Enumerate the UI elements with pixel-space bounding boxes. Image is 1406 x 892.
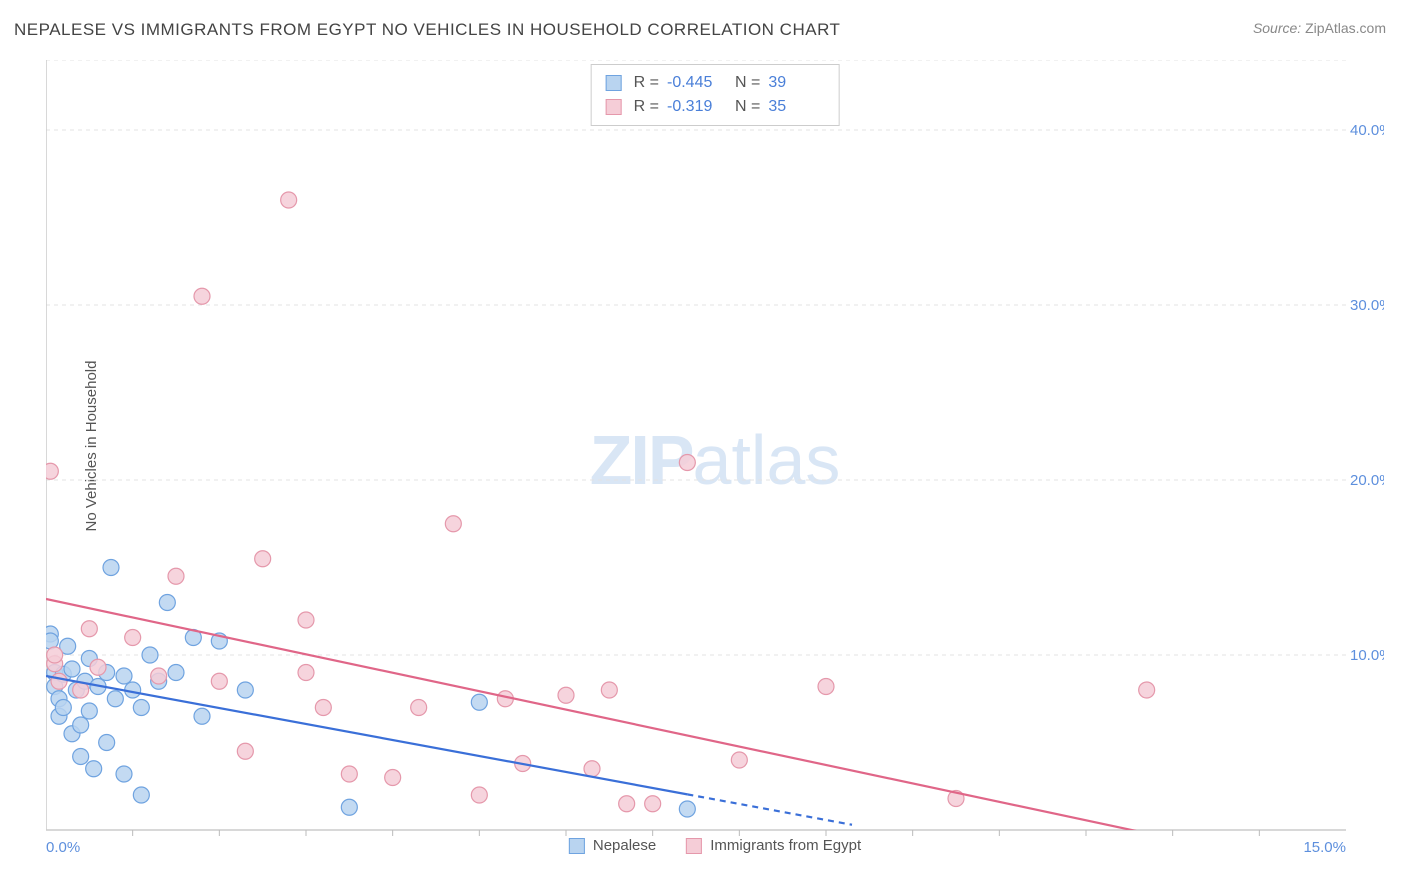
chart-area: ZIPatlas 10.0%20.0%30.0%40.0%0.0%15.0% R… — [46, 60, 1384, 860]
r-value-nepalese: -0.445 — [667, 71, 723, 95]
r-label: R = — [634, 95, 659, 119]
source-label: Source: — [1253, 20, 1301, 36]
r-value-egypt: -0.319 — [667, 95, 723, 119]
svg-text:10.0%: 10.0% — [1350, 647, 1384, 664]
svg-text:40.0%: 40.0% — [1350, 122, 1384, 139]
chart-title: NEPALESE VS IMMIGRANTS FROM EGYPT NO VEH… — [14, 20, 840, 40]
swatch-egypt — [686, 838, 702, 854]
legend-bottom: Nepalese Immigrants from Egypt — [569, 837, 861, 854]
legend-label-nepalese: Nepalese — [593, 837, 656, 854]
swatch-nepalese — [569, 838, 585, 854]
swatch-nepalese — [606, 75, 622, 91]
n-value-egypt: 35 — [768, 95, 824, 119]
source-value: ZipAtlas.com — [1305, 20, 1386, 36]
n-value-nepalese: 39 — [768, 71, 824, 95]
n-label: N = — [735, 71, 760, 95]
scatter-plot: 10.0% 20.0% 30.0% 40.0% 0.0% 15.0% — [46, 60, 1384, 860]
legend-item-nepalese: Nepalese — [569, 837, 656, 854]
swatch-egypt — [606, 99, 622, 115]
svg-text:15.0%: 15.0% — [1303, 839, 1346, 856]
svg-text:0.0%: 0.0% — [46, 839, 80, 856]
stats-legend-box: R = -0.445 N = 39 R = -0.319 N = 35 — [591, 64, 840, 126]
source-attribution: Source: ZipAtlas.com — [1253, 20, 1386, 36]
n-label: N = — [735, 95, 760, 119]
legend-item-egypt: Immigrants from Egypt — [686, 837, 861, 854]
stats-row-egypt: R = -0.319 N = 35 — [606, 95, 825, 119]
svg-text:20.0%: 20.0% — [1350, 472, 1384, 489]
svg-text:30.0%: 30.0% — [1350, 297, 1384, 314]
legend-label-egypt: Immigrants from Egypt — [710, 837, 861, 854]
stats-row-nepalese: R = -0.445 N = 39 — [606, 71, 825, 95]
r-label: R = — [634, 71, 659, 95]
